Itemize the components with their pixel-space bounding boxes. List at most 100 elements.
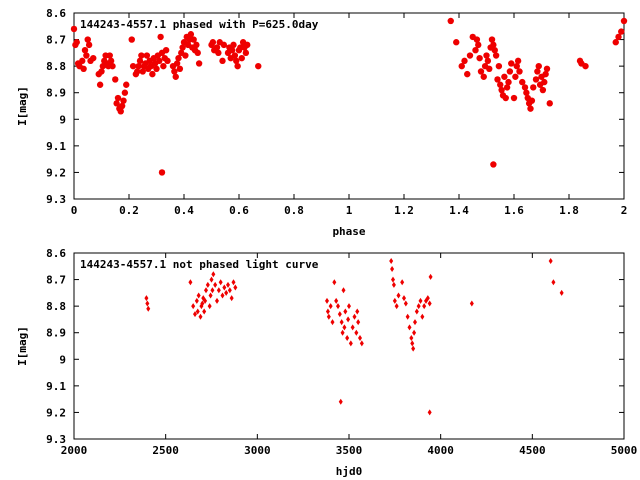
- data-point: [146, 305, 151, 312]
- data-point: [325, 308, 330, 315]
- data-point: [403, 300, 408, 307]
- data-point: [143, 52, 151, 59]
- data-point: [106, 52, 113, 59]
- data-point: [187, 31, 195, 38]
- y-tick-label-bottom: 8.8: [46, 300, 66, 313]
- data-point: [472, 47, 479, 54]
- data-point: [490, 161, 497, 168]
- data-point: [96, 81, 104, 88]
- data-point: [336, 303, 340, 310]
- data-point: [390, 265, 395, 272]
- data-point: [338, 398, 343, 405]
- data-point: [413, 319, 417, 326]
- data-point: [453, 39, 460, 46]
- data-point: [231, 52, 239, 59]
- plot-frame-bottom: [73, 252, 625, 440]
- data-point: [350, 324, 355, 331]
- x-tick-label-bottom: 3000: [244, 444, 271, 457]
- data-point: [409, 335, 414, 342]
- x-tick-label-top: 0: [71, 204, 78, 217]
- x-tick-label-top: 1.6: [504, 204, 524, 217]
- data-point: [358, 335, 362, 342]
- data-point: [425, 295, 430, 302]
- data-point: [494, 76, 501, 83]
- data-point: [543, 65, 551, 73]
- data-point: [508, 60, 515, 67]
- data-point: [229, 295, 234, 302]
- data-point: [345, 335, 350, 342]
- data-point: [355, 308, 360, 315]
- data-point: [501, 73, 508, 80]
- data-point: [332, 279, 337, 286]
- data-point: [505, 78, 512, 86]
- tick-group-top: 0 0.2 0.4 0.6 0.8 1 1.2 1.4 1.6 1.8 2 8.6 8.7 8.8 8.9 9…: [46, 7, 627, 217]
- data-point: [410, 340, 415, 347]
- data-point: [521, 84, 529, 91]
- data-point: [207, 303, 212, 310]
- y-tick-label-top: 8.7: [46, 34, 66, 47]
- data-point: [447, 17, 454, 25]
- data-point: [477, 68, 485, 75]
- data-point: [359, 340, 364, 347]
- data-point: [73, 39, 80, 46]
- x-tick-label-top: 2: [621, 204, 628, 217]
- data-point: [546, 100, 553, 107]
- data-point: [341, 287, 346, 294]
- data-point: [475, 41, 482, 49]
- data-point: [191, 303, 196, 310]
- y-axis-label-bottom: I[mag]: [16, 326, 29, 366]
- data-point: [175, 54, 182, 62]
- data-point: [224, 289, 229, 296]
- data-point: [233, 284, 238, 291]
- data-point: [84, 36, 91, 43]
- y-tick-label-bottom: 8.9: [46, 327, 66, 340]
- data-point: [213, 281, 218, 288]
- y-tick-label-bottom: 9.2: [46, 406, 66, 419]
- data-point: [389, 257, 394, 264]
- data-point: [516, 68, 523, 75]
- data-point: [328, 303, 333, 310]
- chart-title-top: 144243-4557.1 phased with P=625.0day: [80, 18, 319, 31]
- data-point: [620, 17, 628, 25]
- data-point: [114, 94, 122, 102]
- data-point: [200, 300, 205, 307]
- data-point: [222, 284, 227, 291]
- x-axis-label-bottom: hjd0: [336, 465, 363, 478]
- data-point: [255, 62, 262, 70]
- y-tick-label-top: 8.8: [46, 60, 66, 73]
- data-point: [194, 49, 201, 57]
- data-points-top: [70, 17, 628, 176]
- data-point: [153, 65, 160, 73]
- data-point: [196, 292, 201, 299]
- data-point: [514, 57, 522, 65]
- data-point: [488, 36, 496, 43]
- data-point: [157, 33, 164, 41]
- data-point: [402, 295, 406, 302]
- data-point: [484, 57, 492, 65]
- data-point: [428, 273, 433, 280]
- data-point: [346, 316, 351, 323]
- x-tick-label-bottom: 3500: [336, 444, 363, 457]
- data-point: [121, 89, 129, 96]
- data-point: [391, 276, 395, 283]
- x-tick-label-top: 1.2: [394, 204, 414, 217]
- data-point: [193, 41, 200, 49]
- x-tick-label-bottom: 4500: [519, 444, 546, 457]
- data-point: [98, 68, 105, 75]
- data-point: [209, 39, 217, 46]
- data-point: [211, 271, 216, 278]
- data-point: [347, 303, 351, 310]
- data-points-bottom: [144, 257, 564, 416]
- data-point: [85, 41, 93, 49]
- data-point: [230, 41, 237, 49]
- data-point: [220, 292, 225, 299]
- data-point: [530, 84, 537, 91]
- x-tick-label-bottom: 5000: [611, 444, 638, 457]
- data-point: [476, 54, 483, 62]
- data-point: [396, 292, 401, 299]
- data-point: [118, 102, 126, 110]
- data-point: [234, 62, 241, 70]
- x-tick-label-top: 0.2: [119, 204, 139, 217]
- data-point: [334, 297, 339, 304]
- data-point: [461, 57, 468, 65]
